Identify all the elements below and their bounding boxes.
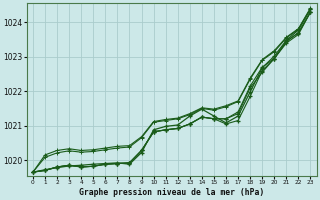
X-axis label: Graphe pression niveau de la mer (hPa): Graphe pression niveau de la mer (hPa): [79, 188, 264, 197]
